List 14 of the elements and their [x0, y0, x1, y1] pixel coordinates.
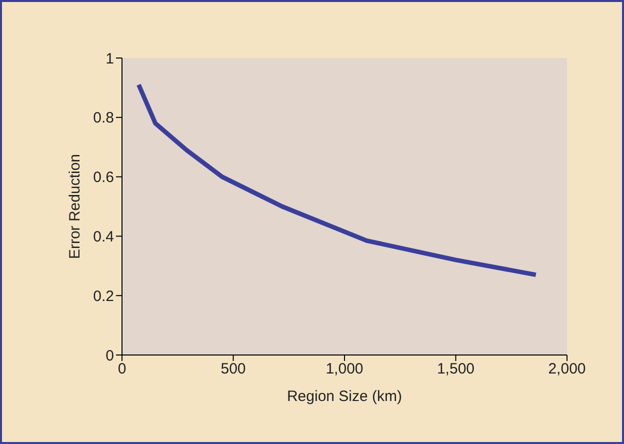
y-tick-label: 0 — [106, 347, 114, 364]
y-tick-label: 0.4 — [93, 228, 114, 246]
y-tick-label: 0.2 — [93, 288, 114, 305]
x-tick-label: 500 — [220, 360, 246, 378]
y-tick-label: 0.8 — [93, 110, 114, 127]
x-tick-label: 2,000 — [548, 360, 586, 378]
y-tick-label: 1 — [106, 50, 114, 68]
line-series — [136, 82, 538, 278]
y-tick-label: 0.6 — [93, 169, 114, 186]
x-axis-title: Region Size (km) — [286, 388, 402, 405]
x-tick-label: 1,000 — [326, 360, 364, 378]
y-axis-title: Error Reduction — [66, 154, 84, 260]
x-tick-label: 1,500 — [436, 360, 475, 378]
x-tick-label: 0 — [118, 360, 126, 378]
